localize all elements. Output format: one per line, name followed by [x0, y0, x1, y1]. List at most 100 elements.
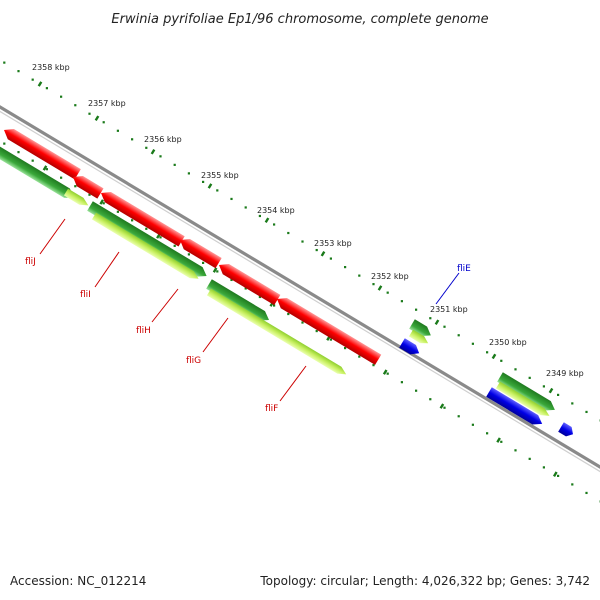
scale-dot — [202, 261, 205, 264]
scale-dot — [514, 449, 517, 452]
scale-dot — [429, 317, 432, 320]
scale-tick — [99, 199, 105, 205]
blue-feature-2-shape — [486, 387, 543, 425]
scale-dot — [159, 155, 162, 158]
scale-dot — [557, 393, 560, 396]
scale-tick — [264, 217, 270, 223]
red-cds-5-shape — [219, 263, 281, 306]
lightgreen-cds-4 — [408, 329, 429, 344]
gene-leader-fliE — [435, 272, 460, 305]
scale-tick — [491, 353, 497, 360]
scale-tick — [496, 437, 501, 443]
scale-tick — [150, 149, 156, 155]
scale-dot — [17, 70, 20, 73]
scale-dot — [542, 385, 545, 388]
scale-dot — [60, 95, 63, 98]
scale-dot — [386, 291, 389, 294]
scale-dot — [585, 491, 588, 495]
scale-dot — [585, 410, 588, 414]
gene-leader-fliI — [94, 251, 120, 288]
lightgreen-cds-1-shape — [63, 188, 89, 206]
scale-dot — [557, 474, 560, 477]
inner-scale-ticks — [42, 165, 558, 477]
green-cds-3-shape — [206, 279, 270, 321]
scale-dot — [400, 300, 403, 303]
scale-dot — [400, 381, 403, 384]
scale-dot — [3, 142, 6, 145]
outer-scale-ticks — [37, 81, 554, 394]
red-cds-4 — [180, 238, 222, 269]
red-cds-1-shape — [4, 128, 81, 180]
scale-dot — [415, 308, 418, 311]
scale-dot — [102, 202, 105, 205]
backbone-line — [0, 110, 600, 473]
lightgreen-cds-3 — [206, 288, 347, 375]
scale-dot — [273, 304, 276, 307]
gene-label-fliF: fliF — [265, 404, 278, 414]
scale-dot — [358, 274, 361, 277]
scale-dot — [571, 402, 574, 405]
scale-dot — [358, 355, 361, 358]
outer-scale-dots — [3, 61, 600, 422]
scale-dot — [287, 312, 290, 316]
scale-dot — [145, 146, 148, 149]
tick-label-2: 2357 kbp — [88, 99, 126, 108]
scale-dot — [486, 351, 489, 354]
scale-dot — [258, 214, 261, 218]
blue-feature-1-shape — [399, 338, 420, 355]
scale-dot — [230, 197, 233, 201]
tick-label-4: 2355 kbp — [201, 171, 239, 180]
scale-dot — [230, 278, 233, 282]
scale-tick — [439, 403, 445, 409]
red-cds-4-shape — [180, 238, 222, 269]
scale-dot — [244, 206, 247, 209]
lightgreen-cds-5-shape — [495, 381, 550, 416]
scale-dot — [131, 219, 134, 222]
blue-feature-2 — [486, 387, 543, 425]
scale-dot — [173, 244, 176, 247]
scale-dot — [31, 159, 34, 162]
gene-leader-fliG — [202, 317, 229, 353]
scale-dot — [301, 240, 304, 243]
scale-tick — [94, 115, 100, 121]
tick-label-3: 2356 kbp — [144, 135, 182, 144]
scale-dot — [301, 321, 304, 324]
scale-tick — [382, 369, 388, 375]
axis-group — [0, 61, 600, 503]
blue-feature-3-shape — [558, 422, 574, 437]
scale-dot — [471, 342, 474, 345]
lightgreen-cds-2 — [91, 212, 199, 279]
gene-leader-fliF — [279, 365, 307, 402]
scale-dot — [514, 368, 517, 371]
scale-tick — [42, 165, 48, 171]
scale-dot — [315, 329, 318, 333]
scale-dot — [571, 483, 574, 486]
scale-dot — [131, 138, 134, 141]
gene-label-fliI: fliI — [80, 290, 91, 300]
red-cds-2 — [73, 175, 104, 199]
tick-label-7: 2352 kbp — [371, 272, 409, 281]
red-cds-6 — [277, 297, 382, 365]
scale-dot — [386, 372, 389, 375]
scale-dot — [329, 338, 332, 341]
scale-dot — [443, 406, 446, 409]
scale-dot — [273, 223, 276, 226]
scale-dot — [159, 236, 162, 239]
scale-dot — [486, 432, 489, 435]
backbone-line — [0, 105, 600, 469]
scale-dot — [528, 376, 531, 379]
scale-dot — [415, 389, 418, 392]
green-cds-3 — [206, 279, 270, 321]
red-cds-1 — [4, 128, 81, 180]
scale-dot — [88, 193, 91, 196]
tick-label-1: 2358 kbp — [32, 63, 70, 72]
scale-dot — [74, 185, 77, 188]
scale-dot — [344, 266, 347, 269]
scale-tick — [377, 285, 383, 291]
blue-feature-3 — [558, 422, 574, 437]
green-cds-2-shape — [87, 201, 207, 277]
scale-dot — [244, 287, 247, 290]
tick-labels: 2358 kbp 2357 kbp 2356 kbp 2355 kbp 2354 kbp… — [32, 63, 584, 378]
accession-label: Accession: NC_012214 — [10, 574, 147, 588]
